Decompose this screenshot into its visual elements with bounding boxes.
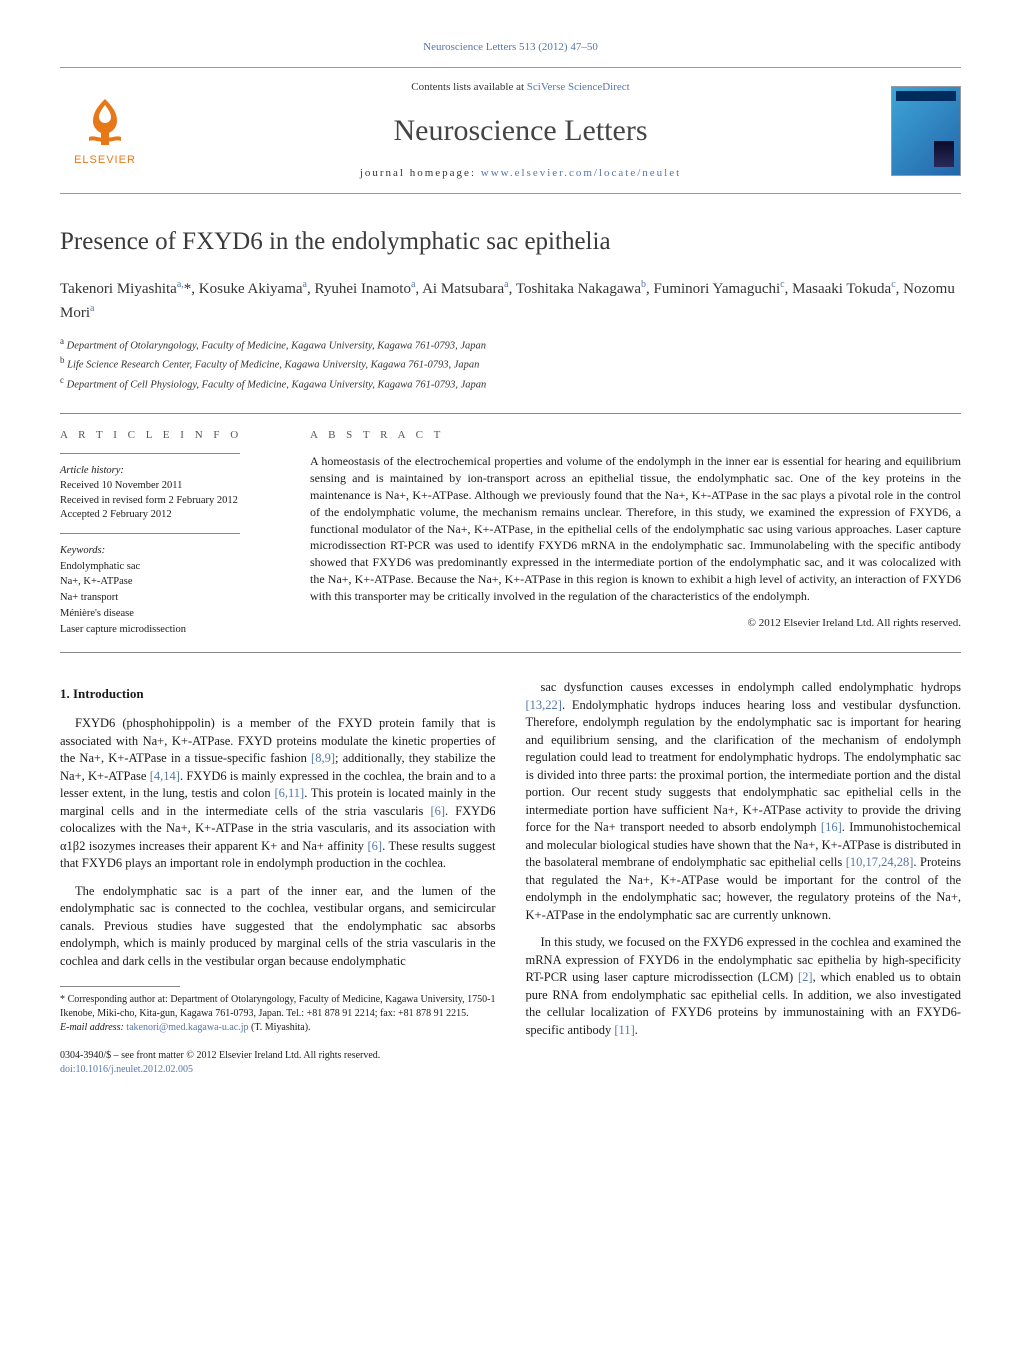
divider	[60, 533, 240, 534]
affiliations: a Department of Otolaryngology, Faculty …	[60, 335, 961, 393]
contents-line: Contents lists available at SciVerse Sci…	[150, 80, 891, 95]
corresponding-email[interactable]: takenori@med.kagawa-u.ac.jp	[126, 1022, 248, 1033]
history-accepted: Accepted 2 February 2012	[60, 508, 280, 523]
citation-ref[interactable]: [16]	[821, 820, 842, 834]
homepage-line: journal homepage: www.elsevier.com/locat…	[150, 166, 891, 181]
citation-ref[interactable]: [10,17,24,28]	[846, 855, 914, 869]
divider	[60, 453, 240, 454]
footer: 0304-3940/$ – see front matter © 2012 El…	[60, 1049, 496, 1077]
article-info-label: a r t i c l e i n f o	[60, 428, 280, 443]
sciencedirect-link[interactable]: SciVerse ScienceDirect	[527, 81, 630, 93]
keyword: Na+, K+-ATPase	[60, 575, 280, 590]
body-paragraph: sac dysfunction causes excesses in endol…	[526, 679, 962, 924]
front-matter-line: 0304-3940/$ – see front matter © 2012 El…	[60, 1049, 496, 1063]
homepage-link[interactable]: www.elsevier.com/locate/neulet	[481, 167, 681, 179]
corresponding-author-note: * Corresponding author at: Department of…	[60, 993, 496, 1021]
masthead: ELSEVIER Contents lists available at Sci…	[60, 67, 961, 194]
citation-ref[interactable]: [8,9]	[311, 751, 335, 765]
right-column: sac dysfunction causes excesses in endol…	[526, 679, 962, 1077]
footnotes: * Corresponding author at: Department of…	[60, 993, 496, 1035]
history-revised: Received in revised form 2 February 2012	[60, 494, 280, 509]
abstract-copyright: © 2012 Elsevier Ireland Ltd. All rights …	[310, 616, 961, 631]
contents-prefix: Contents lists available at	[411, 81, 526, 93]
citation-ref[interactable]: [6,11]	[274, 786, 304, 800]
footnote-separator	[60, 986, 180, 987]
keyword: Ménière's disease	[60, 607, 280, 622]
journal-title: Neuroscience Letters	[150, 110, 891, 152]
citation-ref[interactable]: [13,22]	[526, 698, 562, 712]
affiliation: a Department of Otolaryngology, Faculty …	[60, 335, 961, 354]
article-title: Presence of FXYD6 in the endolymphatic s…	[60, 224, 961, 259]
citation-ref[interactable]: [4,14]	[150, 769, 180, 783]
journal-header: Neuroscience Letters 513 (2012) 47–50	[60, 40, 961, 55]
keyword: Na+ transport	[60, 591, 280, 606]
keyword: Endolymphatic sac	[60, 560, 280, 575]
keywords-list: Endolymphatic sacNa+, K+-ATPaseNa+ trans…	[60, 560, 280, 637]
citation-ref[interactable]: [6]	[368, 839, 383, 853]
elsevier-label: ELSEVIER	[74, 153, 136, 168]
affiliation: b Life Science Research Center, Faculty …	[60, 354, 961, 373]
citation-ref[interactable]: [2]	[798, 970, 813, 984]
keyword: Laser capture microdissection	[60, 623, 280, 638]
abstract-label: a b s t r a c t	[310, 428, 961, 443]
body-paragraph: FXYD6 (phosphohippolin) is a member of t…	[60, 715, 496, 873]
article-info: a r t i c l e i n f o Article history: R…	[60, 428, 280, 638]
introduction-heading: 1. Introduction	[60, 685, 496, 703]
left-column: 1. Introduction FXYD6 (phosphohippolin) …	[60, 679, 496, 1077]
body-columns: 1. Introduction FXYD6 (phosphohippolin) …	[60, 679, 961, 1077]
homepage-prefix: journal homepage:	[360, 167, 481, 179]
doi-link[interactable]: doi:10.1016/j.neulet.2012.02.005	[60, 1064, 193, 1075]
history-received: Received 10 November 2011	[60, 479, 280, 494]
email-label: E-mail address:	[60, 1022, 126, 1033]
elsevier-logo: ELSEVIER	[60, 86, 150, 176]
body-paragraph: The endolymphatic sac is a part of the i…	[60, 883, 496, 971]
keywords-label: Keywords:	[60, 544, 280, 559]
email-suffix: (T. Miyashita).	[249, 1022, 311, 1033]
authors-list: Takenori Miyashitaa,*, Kosuke Akiyamaa, …	[60, 277, 961, 325]
abstract-text: A homeostasis of the electrochemical pro…	[310, 453, 961, 604]
journal-cover-thumbnail	[891, 86, 961, 176]
body-paragraph: In this study, we focused on the FXYD6 e…	[526, 934, 962, 1039]
elsevier-tree-icon	[75, 93, 135, 153]
history-label: Article history:	[60, 464, 280, 479]
abstract: a b s t r a c t A homeostasis of the ele…	[310, 428, 961, 638]
citation-ref[interactable]: [11]	[614, 1023, 634, 1037]
citation-ref[interactable]: [6]	[430, 804, 445, 818]
affiliation: c Department of Cell Physiology, Faculty…	[60, 374, 961, 393]
